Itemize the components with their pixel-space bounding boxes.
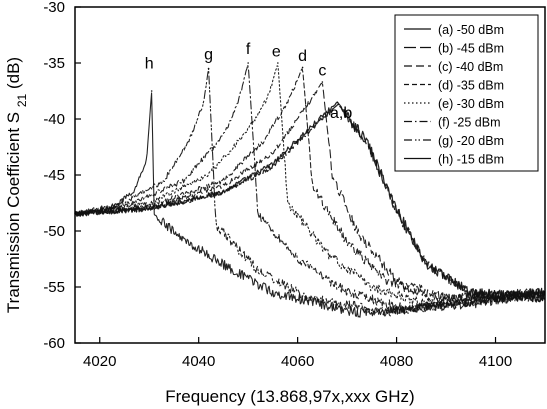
legend-label: (f) -25 dBm [438,116,501,130]
legend-label: (d) -35 dBm [438,79,504,93]
y-axis-title: Transmission Coefficient S 21 (dB) [4,57,29,313]
x-tick-label: 4100 [479,353,512,370]
series-line [74,82,545,303]
legend-label: (e) -30 dBm [438,97,504,111]
y-tick-label: -40 [43,111,65,128]
series-peak-point [321,81,324,83]
y-axis-title-main: Transmission Coefficient S [4,112,23,313]
legend-label: (g) -20 dBm [438,134,504,148]
series-peak-point [150,90,153,92]
series-line [74,67,545,317]
y-axis-title-sub: 21 [15,93,29,107]
x-axis-title: Frequency (13.868,97x,xxx GHz) [165,387,414,406]
x-tick-label: 4040 [182,353,215,370]
y-tick-label: -45 [43,167,65,184]
annotation-layer: a,b cde f g h [145,41,353,122]
series-peak-point [207,67,210,70]
y-tick-label: -50 [43,223,65,240]
legend: (a) -50 dBm (b) -45 dBm (c) -40 dBm (d) -35… [394,14,539,172]
axes-layer: 4020 4040 4060 4080 4100 -30 -35 -40 -45 -50 -55 -6… [43,0,546,370]
series-peak-point [337,103,340,106]
y-tick-label: -60 [43,335,65,352]
series-peak-point [247,62,249,64]
peak-label: e [272,43,281,60]
peak-label: g [204,47,213,64]
peak-label: f [246,41,251,58]
peak-label: d [298,48,307,65]
legend-label: (b) -45 dBm [438,42,504,56]
x-tick-label: 4020 [83,353,116,370]
legend-label: (a) -50 dBm [438,23,504,37]
legend-label: (h) -15 dBm [438,153,504,167]
series-peak-point [277,62,279,64]
series-line [74,64,545,315]
peak-label: h [145,56,154,73]
peak-label: c [318,62,326,79]
series-peak-point [301,66,304,69]
y-tick-label: -55 [43,279,65,296]
series-peak-point [336,101,339,103]
y-tick-label: -30 [43,0,65,16]
y-axis-title-tail: (dB) [4,57,23,89]
legend-label: (c) -40 dBm [438,60,503,74]
x-tick-label: 4080 [380,353,413,370]
series-layer [74,62,545,318]
y-tick-label: -35 [43,55,65,72]
series-line [74,68,545,304]
x-tick-label: 4060 [281,353,314,370]
series-line [74,65,545,309]
legend-box [394,14,539,172]
peak-label: a,b [330,105,352,122]
series-line [74,92,545,318]
